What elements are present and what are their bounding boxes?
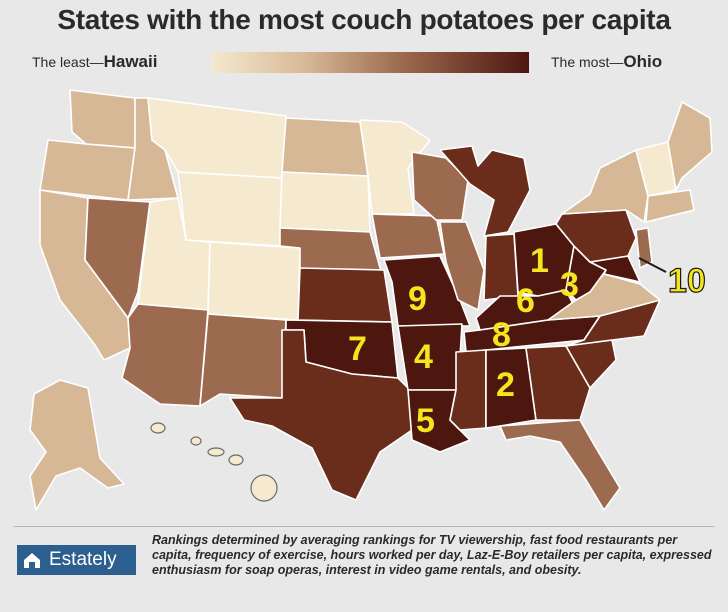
state-new-england-south bbox=[645, 189, 695, 223]
state-hawaii bbox=[150, 422, 278, 502]
rank-label-1: 1 bbox=[530, 242, 549, 280]
rank-label-3: 3 bbox=[560, 266, 579, 304]
legend-least-prefix: The least— bbox=[32, 54, 104, 70]
state-florida bbox=[499, 419, 621, 511]
state-indiana bbox=[483, 233, 519, 301]
state-wyoming bbox=[177, 171, 283, 247]
rank-label-4: 4 bbox=[414, 338, 433, 376]
rank-label-5: 5 bbox=[416, 402, 435, 440]
state-mississippi bbox=[449, 349, 487, 431]
state-new-york bbox=[561, 149, 649, 223]
rank-label-2: 2 bbox=[496, 366, 515, 404]
rank-label-6: 6 bbox=[516, 282, 535, 320]
state-colorado bbox=[207, 241, 301, 321]
state-alaska bbox=[29, 379, 125, 511]
state-kansas bbox=[297, 267, 393, 323]
state-georgia bbox=[525, 345, 591, 421]
rank-label-7: 7 bbox=[348, 330, 367, 368]
state-maine bbox=[667, 101, 713, 191]
state-nevada bbox=[84, 197, 151, 319]
legend-most-state: Ohio bbox=[623, 52, 663, 71]
legend-least-state: Hawaii bbox=[103, 52, 158, 71]
state-minnesota bbox=[359, 119, 431, 215]
state-alabama bbox=[485, 347, 537, 429]
footer-divider bbox=[14, 526, 714, 527]
state-new-mexico bbox=[199, 313, 287, 407]
legend-most: The most—Ohio bbox=[551, 52, 662, 72]
house-icon bbox=[17, 545, 47, 575]
legend-gradient-bar bbox=[211, 52, 529, 73]
rank-10-pointer bbox=[638, 257, 667, 273]
state-arizona bbox=[121, 303, 209, 407]
estately-logo[interactable]: Estately bbox=[17, 545, 136, 575]
state-new-jersey bbox=[635, 227, 653, 269]
state-texas bbox=[229, 329, 413, 501]
map-title: States with the most couch potatoes per … bbox=[57, 4, 671, 35]
rank-label-9: 9 bbox=[408, 280, 427, 318]
us-choropleth-map: 1 3 6 9 7 4 8 2 5 10 bbox=[29, 89, 713, 511]
state-washington bbox=[69, 89, 136, 149]
legend-least: The least—Hawaii bbox=[32, 52, 157, 72]
rank-label-8: 8 bbox=[492, 316, 511, 354]
methodology-note: Rankings determined by averaging ranking… bbox=[152, 533, 712, 577]
state-illinois bbox=[439, 221, 485, 311]
legend-most-prefix: The most— bbox=[551, 54, 624, 70]
state-missouri bbox=[383, 255, 471, 327]
state-north-dakota bbox=[281, 117, 369, 177]
logo-text: Estately bbox=[49, 549, 117, 570]
state-oregon bbox=[39, 139, 136, 201]
state-michigan bbox=[439, 145, 531, 237]
state-iowa bbox=[371, 213, 445, 259]
rank-label-10: 10 bbox=[668, 262, 706, 300]
state-south-dakota bbox=[279, 171, 371, 233]
